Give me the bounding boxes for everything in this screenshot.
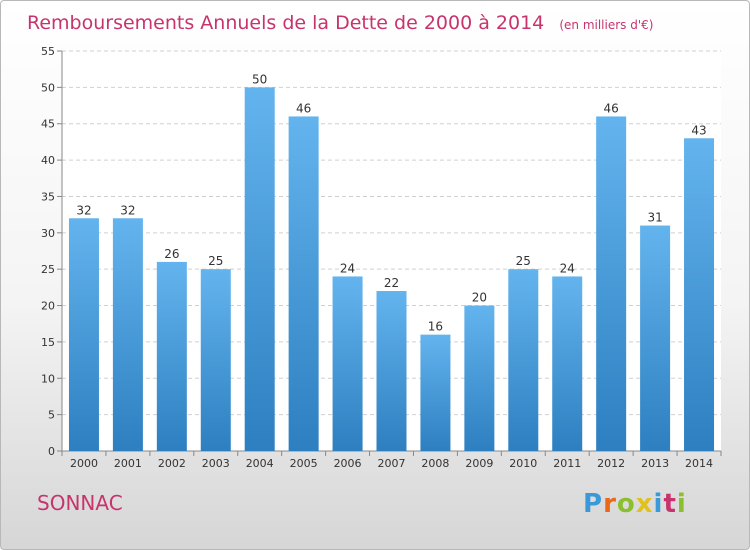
data-label: 32: [76, 203, 91, 217]
y-tick-label: 40: [41, 154, 55, 167]
y-tick-label: 25: [41, 263, 55, 276]
x-tick-label: 2004: [246, 457, 274, 470]
bar: [464, 305, 495, 451]
x-tick-label: 2010: [509, 457, 537, 470]
brand-logo-letter: t: [663, 489, 677, 519]
data-label: 25: [208, 254, 223, 268]
brand-logo-letter: i: [653, 489, 664, 519]
x-tick-label: 2003: [202, 457, 230, 470]
y-tick-label: 55: [41, 45, 55, 58]
bar: [332, 276, 363, 451]
bar: [552, 276, 583, 451]
chart-title-text: Remboursements Annuels de la Dette de 20…: [27, 12, 544, 34]
data-label: 46: [296, 101, 311, 115]
brand-logo-letter: o: [616, 489, 636, 519]
data-label: 31: [647, 211, 662, 225]
y-tick-label: 5: [48, 409, 55, 422]
brand-logo: Proxiti: [583, 489, 687, 519]
x-tick-label: 2008: [421, 457, 449, 470]
chart-unit-note: (en milliers d'€): [559, 18, 653, 32]
x-tick-label: 2005: [290, 457, 318, 470]
y-tick-label: 20: [41, 300, 55, 313]
data-label: 43: [691, 123, 706, 137]
data-label: 20: [472, 291, 487, 305]
y-tick-label: 30: [41, 227, 55, 240]
bar: [156, 261, 187, 451]
data-label: 32: [120, 203, 135, 217]
data-label: 25: [516, 254, 531, 268]
x-tick-label: 2002: [158, 457, 186, 470]
x-tick-label: 2011: [553, 457, 581, 470]
data-label: 24: [560, 261, 575, 275]
brand-logo-letter: r: [603, 489, 617, 519]
bar: [376, 291, 407, 451]
x-tick-label: 2001: [114, 457, 142, 470]
y-tick-label: 50: [41, 81, 55, 94]
y-tick-label: 0: [48, 445, 55, 458]
data-label: 22: [384, 276, 399, 290]
x-tick-label: 2000: [70, 457, 98, 470]
brand-logo-letter: i: [676, 489, 687, 519]
x-tick-label: 2006: [334, 457, 362, 470]
bar: [596, 116, 627, 452]
x-tick-label: 2007: [378, 457, 406, 470]
brand-logo-letter: P: [583, 489, 604, 519]
bar: [420, 334, 451, 451]
data-label: 16: [428, 320, 443, 334]
y-tick-label: 15: [41, 336, 55, 349]
bar: [640, 225, 671, 451]
bar: [68, 218, 99, 451]
bar: [684, 138, 715, 452]
y-tick-label: 45: [41, 118, 55, 131]
data-label: 26: [164, 247, 179, 261]
chart-title: Remboursements Annuels de la Dette de 20…: [27, 12, 653, 34]
plot-area: 0 5 10 15 20 25 30 35 40 45 50 55 32 2000 32 2001 26 2002…: [41, 45, 722, 470]
data-label: 46: [604, 101, 619, 115]
bar: [244, 87, 275, 451]
y-tick-label: 35: [41, 190, 55, 203]
y-tick-label: 10: [41, 372, 55, 385]
town-name: SONNAC: [37, 491, 123, 515]
bar: [508, 269, 539, 451]
data-label: 24: [340, 261, 355, 275]
bar: [200, 269, 231, 451]
x-tick-label: 2012: [597, 457, 625, 470]
brand-logo-letter: x: [635, 489, 654, 519]
bar: [112, 218, 143, 451]
x-tick-label: 2009: [465, 457, 493, 470]
bar: [288, 116, 319, 452]
data-label: 50: [252, 72, 267, 86]
x-tick-label: 2013: [641, 457, 669, 470]
x-tick-label: 2014: [685, 457, 713, 470]
